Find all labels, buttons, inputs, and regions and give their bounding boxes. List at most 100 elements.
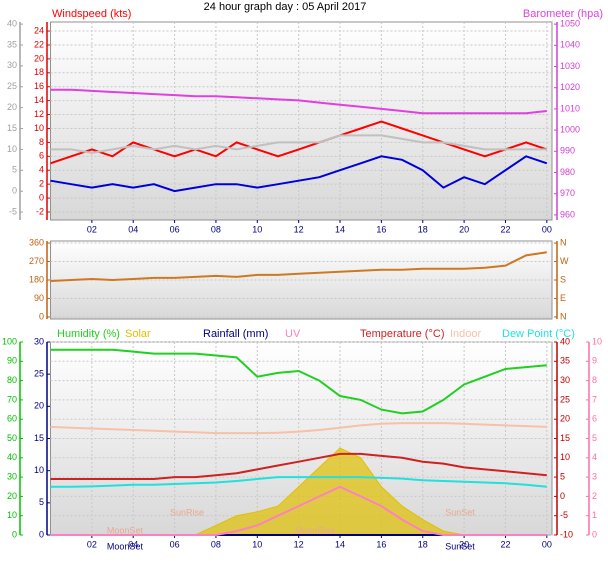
annotation: SunRise xyxy=(170,507,204,517)
y-tick-label: 0 xyxy=(39,192,44,202)
x-tick-label: 18 xyxy=(418,224,428,234)
y-tick-label: -10 xyxy=(560,529,573,539)
y-tick-label: 15 xyxy=(7,123,17,133)
y-tick-label: 5 xyxy=(592,433,597,443)
x-tick-label: 08 xyxy=(211,539,221,549)
x-tick-label: 06 xyxy=(170,539,180,549)
legend-entry: Barometer (hpa) xyxy=(523,8,603,20)
y-tick-label: 0 xyxy=(39,529,44,539)
x-tick-label: 18 xyxy=(418,539,428,549)
y-tick-label: 1010 xyxy=(560,103,580,113)
x-tick-label: 16 xyxy=(376,224,386,234)
y-tick-label: 25 xyxy=(7,81,17,91)
y-tick-label: 6 xyxy=(592,414,597,424)
event-marker: SunSet xyxy=(445,541,475,551)
y-tick-label: 270 xyxy=(29,256,44,266)
y-tick-label: 14 xyxy=(34,95,44,105)
series-line xyxy=(50,155,548,193)
legend-entry: Rainfall (mm) xyxy=(203,328,268,340)
y-tick-label: -5 xyxy=(9,206,17,216)
y-tick-label: E xyxy=(560,293,566,303)
y-tick-label: 35 xyxy=(7,39,17,49)
series-line xyxy=(50,485,547,536)
y-tick-label: 0 xyxy=(592,529,597,539)
chart-title: 24 hour graph day : 05 April 2017 xyxy=(204,1,367,13)
y-tick-label: 12 xyxy=(34,109,44,119)
annotation: MoonRise xyxy=(295,525,336,535)
y-tick-label: -2 xyxy=(36,206,44,216)
y-tick-label: 40 xyxy=(7,452,17,462)
y-tick-label: 10 xyxy=(7,510,17,520)
y-tick-label: 20 xyxy=(560,414,570,424)
y-tick-label: 30 xyxy=(7,471,17,481)
series-line xyxy=(50,476,547,488)
y-tick-label: 5 xyxy=(39,497,44,507)
y-tick-label: 20 xyxy=(34,401,44,411)
series-line xyxy=(50,452,547,480)
y-tick-label: 18 xyxy=(34,67,44,77)
y-tick-label: 30 xyxy=(560,375,570,385)
x-tick-label: 10 xyxy=(252,539,262,549)
y-tick-label: 90 xyxy=(7,356,17,366)
y-tick-label: 4 xyxy=(39,165,44,175)
x-tick-label: 14 xyxy=(335,539,345,549)
series-line xyxy=(50,251,547,282)
x-tick-label: 04 xyxy=(128,224,138,234)
x-tick-label: 20 xyxy=(459,224,469,234)
legend-entry: Temperature (°C) xyxy=(360,328,444,340)
y-tick-label: 24 xyxy=(34,25,44,35)
x-tick-label: 14 xyxy=(335,224,345,234)
y-tick-label: 60 xyxy=(7,414,17,424)
y-tick-label: 1000 xyxy=(560,124,580,134)
y-tick-label: 25 xyxy=(34,369,44,379)
y-tick-label: 1020 xyxy=(560,82,580,92)
annotation: MoonSet xyxy=(107,525,144,535)
y-tick-label: 10 xyxy=(592,336,602,346)
series-line xyxy=(50,348,547,415)
x-tick-label: 22 xyxy=(500,539,510,549)
y-tick-label: 1040 xyxy=(560,40,580,50)
y-tick-label: 980 xyxy=(560,167,575,177)
y-tick-label: 1050 xyxy=(560,18,580,28)
x-tick-label: 02 xyxy=(87,539,97,549)
y-tick-label: 90 xyxy=(34,293,44,303)
y-tick-label: 990 xyxy=(560,146,575,156)
y-tick-label: 50 xyxy=(7,433,17,443)
y-tick-label: 970 xyxy=(560,188,575,198)
y-tick-label: 960 xyxy=(560,209,575,219)
y-tick-label: N xyxy=(560,237,567,247)
y-tick-label: 40 xyxy=(7,18,17,28)
series-line xyxy=(50,120,548,165)
y-tick-label: 10 xyxy=(34,123,44,133)
y-tick-label: 5 xyxy=(12,165,17,175)
y-tick-label: 8 xyxy=(592,375,597,385)
series-line xyxy=(50,422,547,435)
x-tick-label: 06 xyxy=(170,224,180,234)
x-tick-label: 22 xyxy=(500,224,510,234)
y-tick-label: 30 xyxy=(34,336,44,346)
x-tick-label: 20 xyxy=(459,539,469,549)
y-tick-label: 0 xyxy=(12,529,17,539)
y-tick-label: 9 xyxy=(592,356,597,366)
x-tick-label: 16 xyxy=(376,539,386,549)
x-tick-label: 08 xyxy=(211,224,221,234)
y-tick-label: 7 xyxy=(592,394,597,404)
y-tick-label: S xyxy=(560,274,566,284)
y-tick-label: 80 xyxy=(7,375,17,385)
series-line xyxy=(50,134,547,154)
x-tick-label: 12 xyxy=(294,539,304,549)
y-tick-label: 20 xyxy=(34,53,44,63)
y-tick-label: 4 xyxy=(592,452,597,462)
y-tick-label: N xyxy=(560,311,567,321)
y-tick-label: 5 xyxy=(560,471,565,481)
x-tick-label: 00 xyxy=(542,539,552,549)
y-tick-label: 2 xyxy=(592,491,597,501)
y-tick-label: 100 xyxy=(2,336,17,346)
y-tick-label: -5 xyxy=(560,510,568,520)
y-tick-label: 70 xyxy=(7,394,17,404)
y-tick-label: 15 xyxy=(560,433,570,443)
y-tick-label: 35 xyxy=(560,356,570,366)
y-tick-label: 10 xyxy=(560,452,570,462)
y-tick-label: 15 xyxy=(34,433,44,443)
legend-entry: UV xyxy=(285,328,301,340)
